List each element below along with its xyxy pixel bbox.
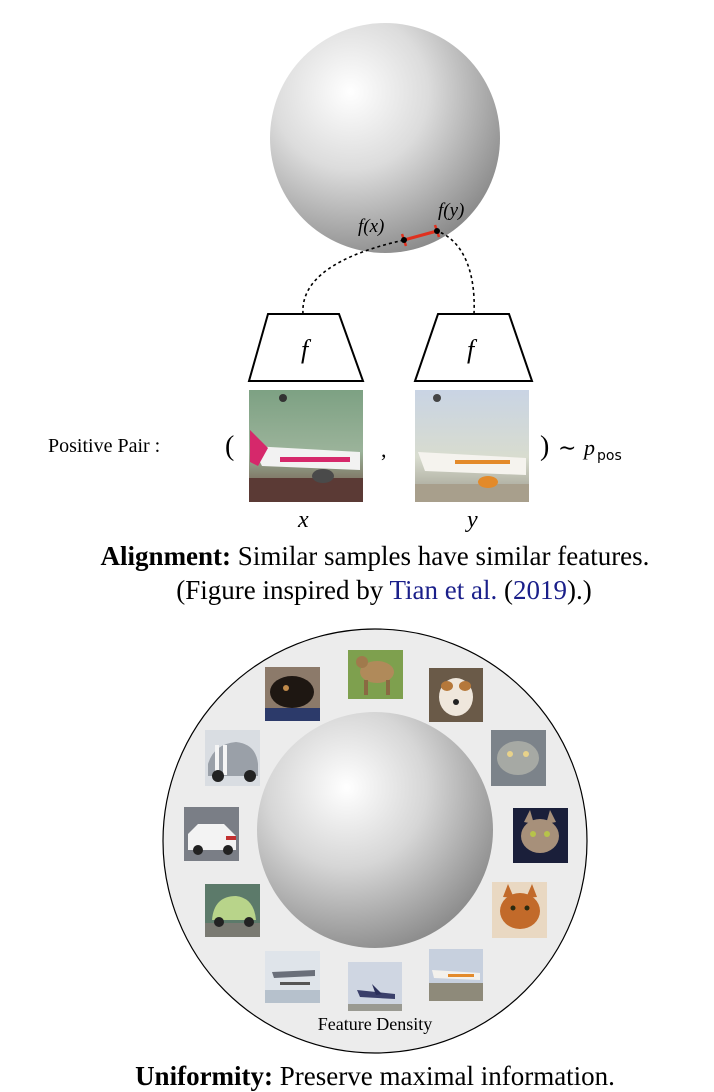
close-paren: ) [540, 431, 549, 462]
image-y [415, 390, 529, 502]
hypersphere-top [270, 23, 500, 253]
tian-citation-link[interactable]: Tian et al. [390, 575, 498, 605]
thumb-dog-black [265, 667, 320, 721]
uniformity-caption-text: Preserve maximal information. [280, 1061, 615, 1091]
thumb-cat-orange [492, 882, 547, 938]
encoder-right-trapezoid [413, 313, 534, 382]
alignment-panel: f(x) f(y) f f Positive [48, 23, 649, 605]
caption-line2-post: ).) [567, 575, 592, 605]
caption-line2-pre: (Figure inspired by [176, 575, 389, 605]
alignment-caption: Alignment: Similar samples have similar … [101, 541, 650, 571]
thumb-car-shelby [205, 730, 260, 786]
image-x [249, 390, 363, 502]
thumb-airplane-jet [348, 962, 402, 1014]
thumb-car-bmw [184, 807, 239, 861]
thumb-dog-terrier-standing [348, 650, 403, 699]
caption-line2-mid: ( [497, 575, 513, 605]
feature-density-label: Feature Density [318, 1014, 432, 1034]
encoder-right-label: f [467, 335, 478, 364]
feature-point-fy [434, 228, 440, 234]
thumb-car-smart [205, 884, 260, 937]
open-paren: ( [225, 431, 234, 462]
pair-comma: , [381, 437, 387, 462]
density-label-bg [304, 1011, 448, 1035]
dashed-connector-right [436, 230, 475, 315]
sim-symbol: ∼ [558, 435, 576, 460]
thumb-airplane-seaplane [265, 951, 320, 1003]
encoder-left-trapezoid [247, 313, 365, 382]
hypersphere-bottom [257, 712, 493, 948]
fx-label: f(x) [358, 216, 384, 237]
y-label: y [465, 507, 478, 533]
p-symbol: p [582, 435, 595, 460]
thumb-cat-tabby-dark [513, 808, 568, 863]
encoder-right: f [413, 313, 534, 382]
uniformity-caption-bold: Uniformity: [135, 1061, 273, 1091]
x-label: x [297, 507, 309, 533]
positive-pair-label: Positive Pair : [48, 435, 160, 457]
alignment-caption-text: Similar samples have similar features. [238, 541, 650, 571]
fy-label: f(y) [438, 200, 464, 221]
thumb-airplane-easyjet [429, 949, 483, 1001]
encoder-left-label: f [301, 335, 312, 364]
encoder-left: f [247, 313, 365, 382]
feature-point-fx [401, 237, 407, 243]
alignment-caption-bold: Alignment: [101, 541, 232, 571]
dashed-connector-left [302, 239, 405, 315]
alignment-segment [403, 229, 438, 242]
thumb-cat-pallas [491, 730, 546, 786]
year-citation-link[interactable]: 2019 [513, 575, 567, 605]
uniformity-caption: Uniformity: Preserve maximal information… [135, 1061, 615, 1091]
alignment-caption-line2: (Figure inspired by Tian et al. (2019).) [176, 575, 591, 605]
thumb-dog-jack-russell [429, 668, 483, 722]
uniformity-panel: Feature Density Uniformity: Preserve max… [135, 628, 615, 1091]
p-subscript: pos [597, 448, 622, 464]
